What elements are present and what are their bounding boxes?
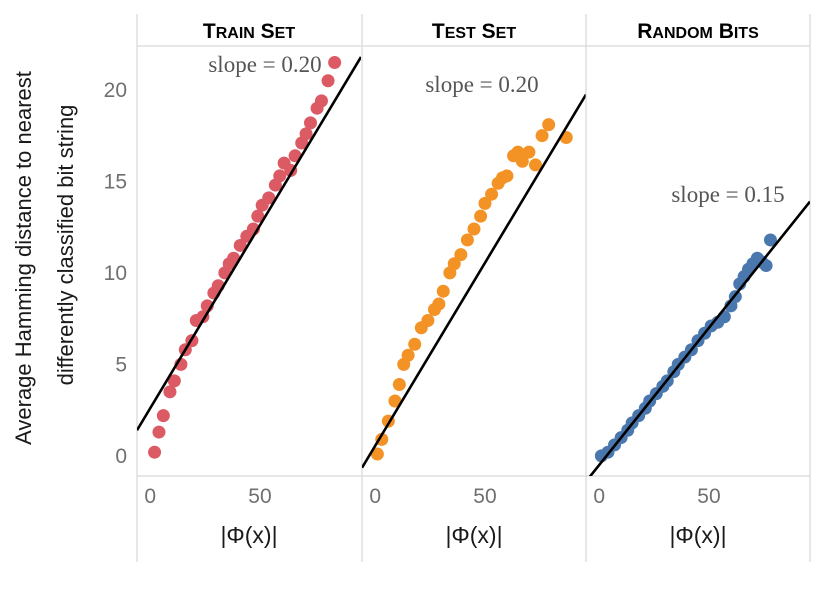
data-point xyxy=(421,313,435,327)
data-point xyxy=(328,55,342,69)
data-point xyxy=(447,257,461,271)
data-point xyxy=(522,145,536,159)
x-axis-title: |Φ(x)| xyxy=(220,522,277,548)
facet-panel: TRAIN SET slope = 0.20 0 50 |Φ(x)| xyxy=(136,14,361,562)
y-axis-title-line-2: differently classified bit string xyxy=(53,105,78,386)
data-point xyxy=(474,209,488,223)
data-point xyxy=(436,284,450,298)
data-point xyxy=(460,233,474,247)
points-group xyxy=(148,55,342,459)
x-tick-label: 0 xyxy=(369,485,381,508)
y-tick-label: 10 xyxy=(104,262,127,285)
facet-panel: TEST SET slope = 0.20 0 50 |Φ(x)| xyxy=(361,14,586,562)
data-point xyxy=(148,445,162,459)
data-point xyxy=(251,209,265,223)
y-tick-label: 0 xyxy=(115,445,127,468)
x-tick-label: 50 xyxy=(697,485,720,508)
facet-panel: RANDOM BITS slope = 0.15 0 50 |Φ(x)| xyxy=(585,14,811,562)
data-point xyxy=(388,394,402,408)
slope-annotation: slope = 0.15 xyxy=(671,182,784,207)
data-point xyxy=(485,187,499,201)
data-point xyxy=(535,129,549,143)
data-point xyxy=(299,127,313,141)
regression-line xyxy=(362,93,586,469)
x-tick-label: 0 xyxy=(144,485,156,508)
slope-annotation: slope = 0.20 xyxy=(208,52,321,77)
facet-strip-title: TEST SET xyxy=(432,20,516,43)
data-point xyxy=(392,378,406,392)
data-point xyxy=(515,154,529,168)
y-tick-label: 5 xyxy=(115,353,127,376)
data-point xyxy=(167,374,181,388)
data-point xyxy=(542,118,556,132)
data-point xyxy=(163,385,177,399)
data-point xyxy=(156,409,170,423)
data-point xyxy=(500,169,514,183)
facet-strip-title: TRAIN SET xyxy=(203,20,295,43)
data-point xyxy=(370,447,384,461)
y-tick-label: 20 xyxy=(104,79,127,102)
regression-line xyxy=(137,56,361,431)
facet-strip-title: RANDOM BITS xyxy=(637,20,759,43)
data-point xyxy=(401,348,415,362)
data-point xyxy=(432,297,446,311)
slope-annotation: slope = 0.20 xyxy=(425,72,538,97)
regression-line xyxy=(588,200,810,476)
data-point xyxy=(408,337,422,351)
x-tick-label: 50 xyxy=(248,485,271,508)
x-axis-title: |Φ(x)| xyxy=(445,522,502,548)
data-point xyxy=(233,238,247,252)
y-axis-title-line-1: Average Hamming distance to nearest xyxy=(11,71,36,445)
data-point xyxy=(528,158,542,172)
data-point xyxy=(152,425,166,439)
data-point xyxy=(478,196,492,210)
data-point xyxy=(763,233,777,247)
data-point xyxy=(262,191,276,205)
data-point xyxy=(314,94,328,108)
x-axis-title: |Φ(x)| xyxy=(669,522,726,548)
points-group xyxy=(594,233,777,463)
x-tick-label: 50 xyxy=(473,485,496,508)
data-point xyxy=(273,169,287,183)
data-point xyxy=(467,222,481,236)
x-tick-label: 0 xyxy=(593,485,605,508)
data-point xyxy=(303,116,317,130)
data-point xyxy=(454,248,468,262)
y-tick-label: 15 xyxy=(104,170,127,193)
data-point xyxy=(321,74,335,88)
